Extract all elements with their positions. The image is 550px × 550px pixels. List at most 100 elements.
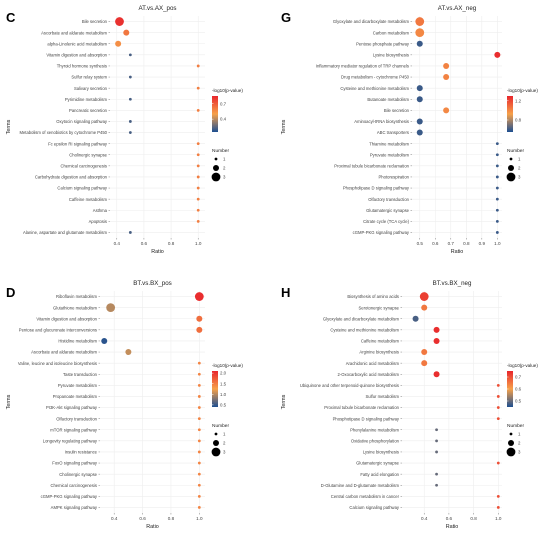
color-legend-tick-label: 1.0 — [220, 392, 227, 397]
size-legend-label: 1 — [223, 432, 226, 437]
y-tick-label: Thyroid hormone synthesis — [57, 64, 107, 69]
data-point — [196, 86, 200, 90]
y-tick-label: Riboflavin metabolism — [56, 294, 97, 299]
y-tick-label: Ascorbate and aldarate metabolism — [41, 30, 107, 35]
y-tick-label: Ubiquinone and other terpenoid-quinone b… — [300, 383, 399, 388]
color-legend-tick-label: 0.7 — [220, 101, 227, 106]
x-tick-label: 0.8 — [168, 516, 175, 521]
y-tick-label: Carbon metabolism — [373, 30, 410, 35]
color-legend-tick-label: 1.2 — [515, 98, 522, 103]
y-tick-label: Glutamatergic synapse — [366, 208, 409, 213]
data-point — [443, 74, 450, 81]
data-point — [416, 85, 423, 92]
color-legend-title: -log10(p-value) — [212, 363, 243, 368]
y-tick-label: FoxO signaling pathway — [52, 461, 98, 466]
data-point — [196, 108, 200, 112]
x-tick-label: 0.6 — [446, 516, 453, 521]
y-tick-label: Valine, leucine and isoleucine biosynthe… — [18, 361, 97, 366]
color-legend-tick-label: 0.6 — [515, 387, 522, 392]
data-point — [197, 361, 201, 365]
y-tick-label: Glutamatergic synapse — [356, 461, 399, 466]
data-point — [495, 186, 499, 190]
data-point — [416, 40, 423, 47]
y-tick-label: Apoptosis — [89, 219, 107, 224]
data-point — [495, 231, 499, 234]
y-tick-label: Drug metabolism - cytochrome P450 — [341, 75, 410, 80]
data-point — [421, 349, 428, 356]
size-legend-label: 3 — [223, 450, 226, 455]
y-tick-label: Propanoate metabolism — [53, 394, 98, 399]
y-tick-label: Pentose and glucuronate interconversions — [19, 327, 97, 332]
color-legend-bar — [507, 96, 513, 132]
data-point — [196, 153, 200, 157]
size-legend-dot — [508, 440, 514, 446]
plot-area — [401, 290, 503, 514]
data-point — [123, 29, 130, 36]
data-point — [433, 337, 440, 344]
y-tick-label: Asthma — [93, 208, 108, 213]
y-tick-label: Longevity regulating pathway — [43, 438, 98, 443]
size-legend-dot — [506, 447, 516, 457]
panel-d: D BT.vs.BX_pos Riboflavin metabolism Glutat… — [6, 280, 243, 530]
y-tick-label: Pentose phosphate pathway — [356, 41, 410, 46]
data-point — [443, 62, 450, 69]
data-point — [496, 506, 500, 509]
y-tick-label: Vitamin digestion and absorption — [36, 316, 97, 321]
data-point — [196, 64, 200, 68]
x-tick-label: 0.6 — [139, 516, 146, 521]
y-tick-label: Cholinergic synapse — [59, 472, 97, 477]
data-point — [197, 417, 201, 421]
data-point — [495, 175, 499, 179]
data-point — [435, 439, 438, 443]
y-tick-label: 2-Oxocarboxylic acid metabolism — [338, 372, 400, 377]
y-tick-label: Caffeine metabolism — [361, 339, 400, 344]
data-point — [495, 208, 499, 212]
size-legend-label: 2 — [518, 441, 521, 446]
y-tick-label: Phospholipase D signaling pathway — [343, 186, 410, 191]
y-tick-label: Proximal tubule bicarbonate reclamation — [334, 163, 409, 168]
panel-letter: G — [281, 10, 291, 25]
x-tick-label: 1.0 — [196, 516, 203, 521]
size-legend-dot — [213, 165, 219, 171]
data-point — [421, 304, 428, 311]
data-point — [196, 326, 203, 333]
data-point — [421, 360, 428, 367]
size-legend-label: 2 — [518, 166, 521, 171]
y-tick-label: Fc epsilon RI signaling pathway — [48, 141, 108, 146]
y-tick-label: Glutathione metabolism — [53, 305, 98, 310]
data-point — [128, 53, 132, 57]
y-tick-label: Histidine metabolism — [58, 339, 97, 344]
y-tick-label: Pyrimidine metabolism — [65, 97, 108, 102]
color-legend-bar — [212, 371, 218, 407]
y-tick-label: Lysine biosynthesis — [373, 52, 409, 57]
data-point — [415, 17, 425, 26]
y-tick-label: Cholinergic synapse — [69, 152, 107, 157]
data-point — [196, 208, 200, 212]
size-legend-title: Number — [507, 148, 524, 154]
y-tick-label: mTOR signaling pathway — [50, 427, 98, 432]
size-legend-title: Number — [212, 423, 229, 429]
data-point — [496, 383, 500, 387]
y-tick-label: Citrate cycle (TCA cycle) — [363, 219, 409, 224]
size-legend-dot — [509, 432, 513, 436]
y-tick-label: Glyoxylate and dicarboxylate metabolism — [323, 316, 400, 321]
y-tick-label: Arachidonic acid metabolism — [346, 361, 400, 366]
x-tick-label: 0.8 — [168, 241, 175, 246]
size-legend-dot — [214, 432, 218, 436]
y-tick-label: Calcium signaling pathway — [349, 505, 399, 510]
x-tick-label: 0.8 — [470, 516, 477, 521]
size-legend-dot — [213, 440, 219, 446]
color-legend-title: -log10(p-value) — [507, 88, 538, 93]
color-legend-tick-label: 0.4 — [220, 117, 227, 122]
y-axis-label: Terms — [281, 394, 287, 409]
data-point — [415, 28, 425, 38]
data-point — [196, 164, 200, 168]
data-point — [196, 315, 203, 322]
data-point — [128, 97, 132, 101]
y-tick-label: Calcium signaling pathway — [57, 186, 107, 191]
y-axis-label: Terms — [6, 119, 12, 134]
y-tick-label: cGMP-PKG signaling pathway — [353, 230, 410, 235]
y-tick-label: Chemical carcinogenesis — [50, 483, 97, 488]
x-axis-label: Ratio — [451, 249, 464, 255]
y-tick-label: alpha-Linolenic acid metabolism — [47, 41, 107, 46]
